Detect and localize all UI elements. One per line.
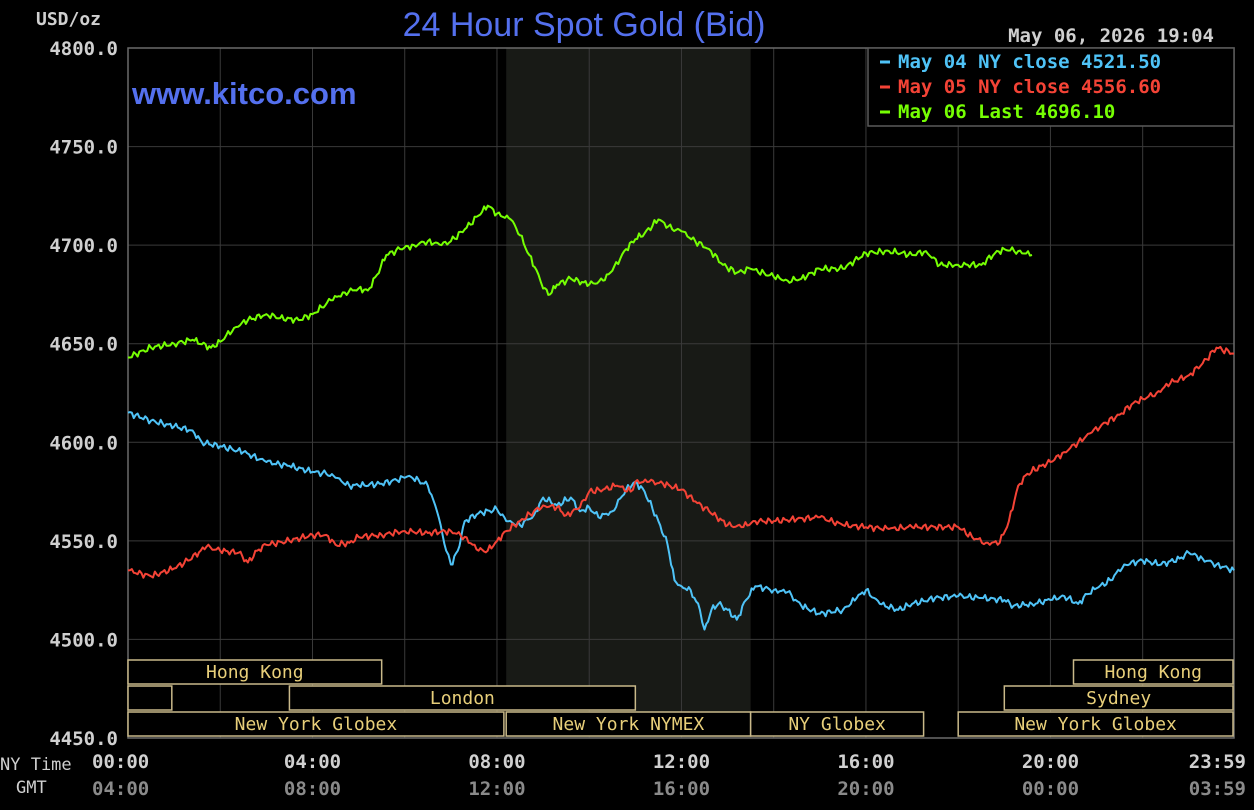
session-label: London: [430, 688, 495, 709]
y-axis-ticks-group: 4800.0 4750.0 4700.0 4650.0 4600.0 4550.0 4500…: [49, 38, 118, 750]
session-label: New York Globex: [235, 714, 398, 735]
y-tick-label: 4650.0: [49, 334, 118, 356]
y-tick-label: 4700.0: [49, 235, 118, 257]
timestamp: May 06, 2026 19:04: [1008, 25, 1214, 47]
session-bar: [957, 711, 1234, 737]
session-bar: [127, 659, 383, 685]
y-tick-label: 4750.0: [49, 137, 118, 159]
y-tick-label: 4500.0: [49, 629, 118, 651]
series-line: [128, 204, 1033, 359]
session-bar: [749, 711, 925, 737]
unit-label: USD/oz: [36, 9, 101, 30]
legend: May 04 NY close 4521.50 May 05 NY close 4…: [867, 47, 1235, 127]
x-axis-ticks-group: 00:00 04:00 08:00 12:00 16:00 20:00 23:59 04:00…: [92, 751, 1246, 800]
x-tick-label-ny: 08:00: [468, 751, 525, 773]
x-tick-label-ny: 04:00: [284, 751, 341, 773]
legend-entry: May 06 Last 4696.10: [898, 101, 1115, 123]
session-bar: [1003, 685, 1234, 711]
x-tick-label-ny: 00:00: [92, 751, 149, 773]
y-tick-label: 4450.0: [49, 728, 118, 750]
legend-entry: May 05 NY close 4556.60: [898, 76, 1161, 98]
series-line: [127, 345, 1235, 579]
x-tick-label-gmt: 20:00: [837, 778, 894, 800]
session-label: Hong Kong: [1104, 662, 1202, 683]
session-label: New York NYMEX: [553, 714, 705, 735]
session-label: NY Globex: [788, 714, 886, 735]
legend-box: [867, 47, 1235, 127]
nymex-highlight-band-group: [506, 48, 751, 738]
session-bar: [1072, 659, 1234, 685]
nymex-highlight-band: [506, 48, 751, 738]
x-tick-label-gmt: 12:00: [468, 778, 525, 800]
y-tick-label: 4550.0: [49, 531, 118, 553]
session-bar: [288, 685, 637, 711]
session-label: Sydney: [1086, 688, 1151, 709]
session-bar: [127, 711, 505, 737]
x-tick-label-ny: 12:00: [653, 751, 710, 773]
session-bar: [127, 685, 173, 711]
session-label: Hong Kong: [206, 662, 304, 683]
x-tick-label-gmt: 00:00: [1022, 778, 1079, 800]
session-bar: [505, 711, 752, 737]
series-group: [127, 204, 1235, 631]
gmt-row-label: GMT: [16, 778, 47, 798]
legend-entry: May 04 NY close 4521.50: [898, 51, 1161, 73]
y-tick-label: 4600.0: [49, 432, 118, 454]
x-tick-label-ny: 16:00: [837, 751, 894, 773]
y-tick-label: 4800.0: [49, 38, 118, 60]
x-tick-label-ny: 23:59: [1189, 751, 1246, 773]
x-tick-label-gmt: 08:00: [284, 778, 341, 800]
chart-title: 24 Hour Spot Gold (Bid): [403, 6, 766, 44]
x-tick-label-gmt: 03:59: [1189, 778, 1246, 800]
series-line: [127, 411, 1235, 631]
session-label: New York Globex: [1014, 714, 1177, 735]
x-tick-label-gmt: 04:00: [92, 778, 149, 800]
market-sessions-group: Hong Kong London New York Globex New York N…: [127, 659, 1234, 737]
x-tick-label-gmt: 16:00: [653, 778, 710, 800]
grid-group: [128, 48, 1234, 738]
ny-time-row-label: NY Time: [0, 755, 72, 775]
plot-frame: [127, 47, 1235, 739]
watermark: www.kitco.com: [131, 76, 357, 111]
x-tick-label-ny: 20:00: [1022, 751, 1079, 773]
